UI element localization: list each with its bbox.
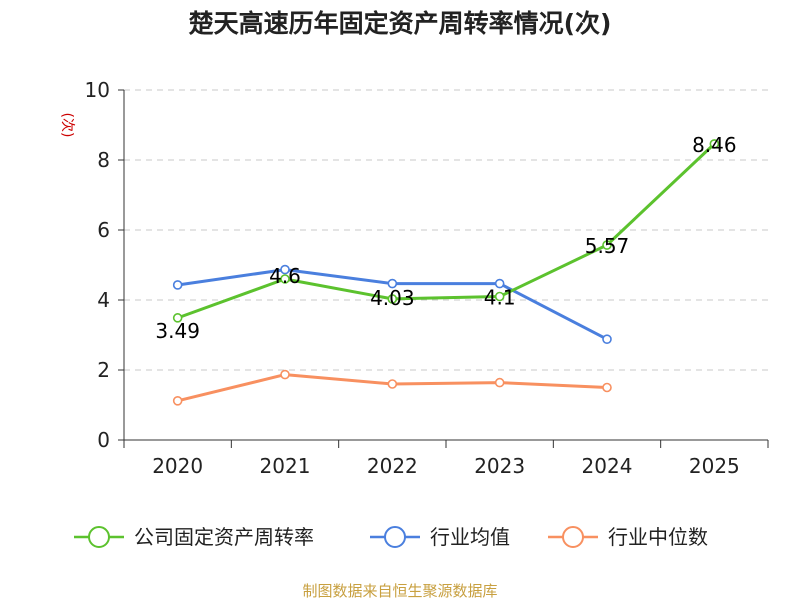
data-point xyxy=(387,379,398,389)
legend-label: 行业均值 xyxy=(430,525,510,549)
data-point xyxy=(494,291,505,302)
data-label: 4.6 xyxy=(269,264,301,288)
data-label: 4.03 xyxy=(370,286,415,310)
data-point xyxy=(280,274,290,284)
data-point xyxy=(709,139,720,149)
legend-label: 公司固定资产周转率 xyxy=(134,525,314,549)
data-label: 5.57 xyxy=(585,234,630,258)
y-tick-label: 10 xyxy=(85,78,110,102)
x-tick-label: 2021 xyxy=(260,454,311,478)
data-label: 8.46 xyxy=(692,133,737,157)
grid xyxy=(124,89,768,371)
legend-marker xyxy=(562,526,584,548)
legend-marker xyxy=(88,526,110,548)
x-tick-label: 2022 xyxy=(367,454,418,478)
x-tick-label: 2020 xyxy=(152,454,203,478)
legend-item[interactable]: 行业中位数 xyxy=(548,525,708,549)
y-axis-label: (次) xyxy=(59,113,75,138)
y-tick-label: 6 xyxy=(97,218,110,242)
data-point xyxy=(494,377,505,388)
y-tick-label: 0 xyxy=(97,428,110,452)
data-label: 4.1 xyxy=(484,286,516,310)
legend[interactable]: 公司固定资产周转率 行业均值 行业中位数 xyxy=(74,525,708,549)
legend-item[interactable]: 公司固定资产周转率 xyxy=(74,525,314,549)
data-point xyxy=(172,313,183,323)
data-point xyxy=(172,280,183,290)
y-tick-label: 8 xyxy=(97,148,110,172)
chart-title: 楚天高速历年固定资产周转率情况(次) xyxy=(189,9,612,38)
x-tick-label: 2024 xyxy=(582,454,633,478)
y-tick-label: 2 xyxy=(97,358,110,382)
source-note: 制图数据来自恒生聚源数据库 xyxy=(302,582,497,600)
data-point xyxy=(494,278,505,289)
series-line xyxy=(177,142,716,320)
data-point xyxy=(387,278,398,289)
data-labels: 3.49 4.6 4.03 4.1 5.57 8.46 xyxy=(155,133,736,343)
legend-label: 行业中位数 xyxy=(608,525,708,549)
data-point xyxy=(602,382,612,393)
series-layer xyxy=(172,139,720,406)
data-point xyxy=(280,369,290,380)
data-point xyxy=(602,240,612,250)
legend-item[interactable]: 行业均值 xyxy=(370,525,510,549)
x-tick-label: 2023 xyxy=(474,454,525,478)
data-point xyxy=(602,334,612,345)
legend-marker xyxy=(384,526,406,548)
data-point xyxy=(172,395,183,406)
data-point xyxy=(387,294,398,304)
x-tick-label: 2025 xyxy=(689,454,740,478)
y-tick-label: 4 xyxy=(97,288,110,312)
axes: 0 2 4 6 8 10 2020 2021 2022 2023 2024 2025 xyxy=(85,78,769,478)
data-point xyxy=(280,264,290,275)
data-label: 3.49 xyxy=(155,319,200,343)
